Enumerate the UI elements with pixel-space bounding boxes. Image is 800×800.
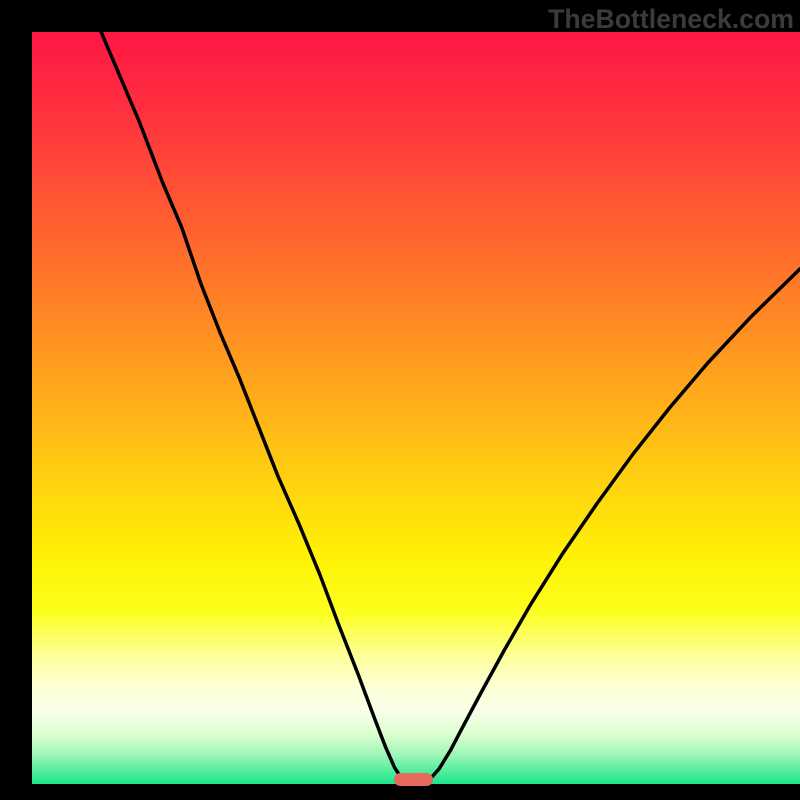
- sweet-spot-marker: [394, 773, 432, 787]
- plot-area: [32, 32, 800, 784]
- bottleneck-curve: [32, 32, 800, 784]
- chart-frame: { "canvas": { "width": 800, "height": 80…: [0, 0, 800, 800]
- watermark-text: TheBottleneck.com: [548, 4, 794, 35]
